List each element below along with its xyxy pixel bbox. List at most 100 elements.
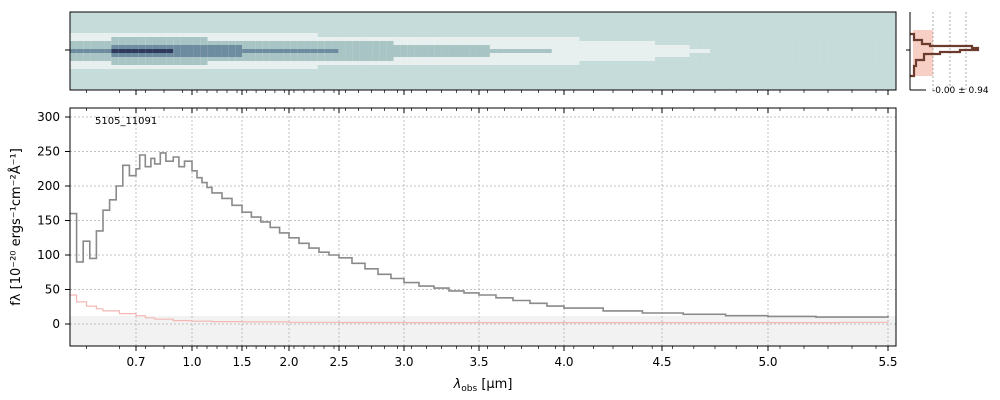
heatmap-cell [365,53,374,57]
heatmap-cell [723,37,732,41]
heatmap-cell [538,65,546,69]
heatmap-cell [744,53,752,57]
heatmap-cell [310,41,319,45]
heatmap-cell [97,57,105,61]
heatmap-cell [620,53,629,57]
heatmap-cell [386,61,395,65]
heatmap-cell [634,45,642,49]
heatmap-cell [737,49,746,53]
x-tick-label: 2.0 [279,355,298,369]
heatmap-cell [131,57,140,61]
heatmap-cell [737,41,746,45]
heatmap-cell [297,61,305,65]
plot-area [70,108,896,346]
heatmap-cell [180,45,188,49]
heatmap-cell [214,33,222,37]
heatmap-cell [372,57,381,61]
heatmap-cell [462,49,470,53]
heatmap-cell [248,61,257,65]
heatmap-cell [166,37,174,41]
heatmap-cell [503,37,512,41]
heatmap-cell [758,49,766,53]
flux-data-point [288,237,290,239]
heatmap-cell [517,65,525,69]
heatmap-cell [393,45,401,49]
heatmap-cell [503,33,512,37]
heatmap-cell [834,53,842,57]
heatmap-cell [861,37,869,41]
heatmap-cell [531,37,539,41]
heatmap-cell [517,37,525,41]
heatmap-cell [558,37,567,41]
heatmap-cell [248,65,257,69]
heatmap-cell [840,61,849,65]
heatmap-cell [255,57,264,61]
heatmap-cell [524,41,532,45]
heatmap-cell [710,33,718,37]
heatmap-cell [627,33,635,37]
flux-data-point [887,315,889,317]
heatmap-cell [90,53,99,57]
heatmap-cell [125,49,133,53]
heatmap-cell [634,41,642,45]
heatmap-cell [131,41,140,45]
heatmap-cell [131,49,140,53]
heatmap-cell [538,53,546,57]
heatmap-cell [180,49,188,53]
heatmap-cell [345,49,353,53]
heatmap-cell [496,45,505,49]
heatmap-cell [159,41,167,45]
heatmap-cell [290,33,298,37]
heatmap-cell [207,37,216,41]
heatmap-cell [641,37,649,41]
heatmap-cell [76,41,85,45]
heatmap-cell [696,65,704,69]
x-axis-label-symbol: λ [453,377,462,392]
plot-frame [69,107,897,347]
object-id-label: 5105_11091 [95,116,157,127]
heatmap-cell [778,53,787,57]
heatmap-cell [393,65,401,69]
heatmap-cell [400,45,408,49]
heatmap-cell [476,41,484,45]
heatmap-cell [235,49,243,53]
flux-data-point [109,199,111,201]
heatmap-cell [269,53,277,57]
heatmap-cell [455,61,463,65]
heatmap-cell [551,57,560,61]
heatmap-cell [847,57,856,61]
heatmap-cell [352,49,360,53]
heatmap-cell [634,37,642,41]
heatmap-cell [262,37,271,41]
flux-data-point [546,305,548,307]
heatmap-cell [173,61,181,65]
heatmap-cell [90,33,99,37]
heatmap-cell [785,49,794,53]
heatmap-cell [606,53,615,57]
heatmap-cell [517,61,525,65]
heatmap-cell [600,37,608,41]
heatmap-cell [462,33,470,37]
heatmap-cell [565,65,573,69]
flux-data-point [241,211,243,213]
heatmap-cell [551,49,560,53]
heatmap-cell [228,53,236,57]
heatmap-cell [641,57,649,61]
heatmap-cell [868,53,876,57]
heatmap-cell [682,49,690,53]
heatmap-cell [393,41,401,45]
heatmap-cell [310,57,319,61]
heatmap-cell [214,49,222,53]
heatmap-cell [751,37,759,41]
heatmap-cell [304,53,312,57]
heatmap-cell [551,61,560,65]
heatmap-cell [359,65,367,69]
heatmap-cell [483,33,491,37]
heatmap-cell [90,37,99,41]
heatmap-cell [469,45,477,49]
x-tick-label: 3.5 [469,355,488,369]
heatmap-cell [792,61,801,65]
heatmap-cell [710,57,718,61]
heatmap-cell [386,57,395,61]
heatmap-cell [331,57,339,61]
